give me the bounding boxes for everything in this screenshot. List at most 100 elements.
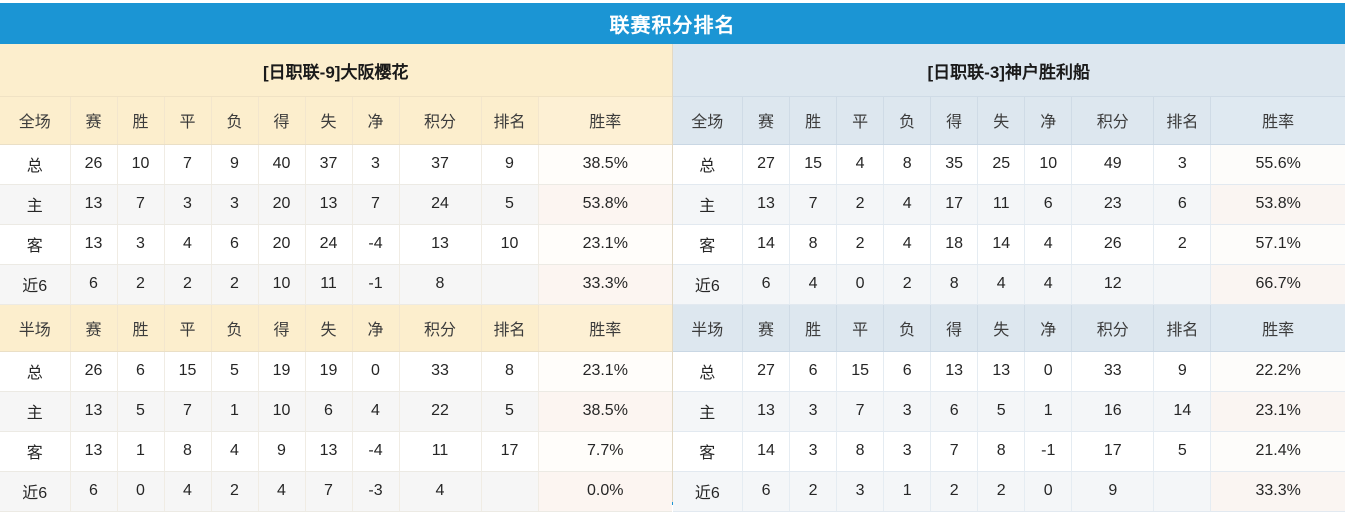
cell-goals-for: 20 [258,184,305,224]
cell-rank: 2 [1154,224,1211,264]
cell-win: 8 [790,224,837,264]
cell-win-rate: 21.4% [1211,431,1345,471]
team-panels: [日职联-9]大阪樱花 全场 赛 胜 平 负 得 失 [0,44,1345,502]
cell-points: 12 [1072,264,1154,304]
cell-rank [481,471,538,511]
cell-goals-against: 11 [978,184,1025,224]
row-label: 近6 [0,471,70,511]
cell-points: 9 [1072,471,1154,511]
cell-goals-against: 11 [305,264,352,304]
cell-win: 3 [790,431,837,471]
cell-goals-for: 19 [258,351,305,391]
col-header-goal-diff: 净 [1025,304,1072,351]
col-header-points: 积分 [1072,304,1154,351]
cell-goal-diff: -4 [352,431,399,471]
cell-loss: 2 [211,471,258,511]
cell-goal-diff: 3 [352,144,399,184]
cell-goals-for: 10 [258,391,305,431]
cell-loss: 8 [884,144,931,184]
col-header-rank: 排名 [481,304,538,351]
cell-goals-against: 13 [305,184,352,224]
cell-played: 13 [70,431,117,471]
cell-rank: 14 [1154,391,1211,431]
row-label: 总 [0,144,70,184]
cell-points: 17 [1072,431,1154,471]
cell-draw: 8 [837,431,884,471]
cell-win: 0 [117,471,164,511]
cell-loss: 3 [211,184,258,224]
cell-points: 23 [1072,184,1154,224]
cell-win-rate: 38.5% [538,144,672,184]
cell-points: 16 [1072,391,1154,431]
stats-table-right: 全场 赛 胜 平 负 得 失 净 积分 排名 胜率 总 27 [673,97,1345,512]
cell-draw: 4 [164,224,211,264]
cell-draw: 4 [164,471,211,511]
col-header-draw: 平 [837,97,884,144]
cell-goal-diff: 0 [1025,351,1072,391]
col-header-played: 赛 [70,97,117,144]
col-header-scope: 半场 [0,304,70,351]
col-header-win-rate: 胜率 [1211,304,1345,351]
section-header-halftime-right: 半场 赛 胜 平 负 得 失 净 积分 排名 胜率 [673,304,1345,351]
cell-goals-against: 13 [305,431,352,471]
cell-draw: 2 [837,184,884,224]
col-header-win: 胜 [117,304,164,351]
row-label: 客 [0,431,70,471]
row-label: 总 [673,351,743,391]
cell-win-rate: 23.1% [538,224,672,264]
col-header-scope: 全场 [673,97,743,144]
cell-goals-against: 14 [978,224,1025,264]
cell-goals-for: 9 [258,431,305,471]
cell-played: 6 [70,264,117,304]
cell-goals-for: 35 [931,144,978,184]
cell-goals-for: 17 [931,184,978,224]
cell-goal-diff: 4 [1025,264,1072,304]
section-header-fulltime-left: 全场 赛 胜 平 负 得 失 净 积分 排名 胜率 [0,97,672,144]
cell-goal-diff: 10 [1025,144,1072,184]
col-header-goals-against: 失 [978,304,1025,351]
page-title-bar: 联赛积分排名 [0,0,1345,44]
cell-draw: 2 [164,264,211,304]
cell-rank: 10 [481,224,538,264]
col-header-loss: 负 [884,304,931,351]
cell-goal-diff: -1 [352,264,399,304]
cell-played: 6 [70,471,117,511]
cell-points: 37 [399,144,481,184]
col-header-win-rate: 胜率 [538,97,672,144]
cell-goals-against: 24 [305,224,352,264]
cell-win: 2 [790,471,837,511]
col-header-points: 积分 [1072,97,1154,144]
team-panel-right: [日职联-3]神户胜利船 全场 赛 胜 平 负 得 失 净 [673,44,1345,502]
col-header-win: 胜 [790,304,837,351]
cell-goals-against: 25 [978,144,1025,184]
cell-win: 4 [790,264,837,304]
col-header-draw: 平 [837,304,884,351]
col-header-played: 赛 [743,97,790,144]
table-row: 近6 6 2 3 1 2 2 0 9 33.3% [673,471,1345,511]
cell-loss: 2 [211,264,258,304]
cell-rank: 5 [481,184,538,224]
cell-points: 8 [399,264,481,304]
cell-win: 6 [117,351,164,391]
cell-played: 13 [70,224,117,264]
cell-goal-diff: -4 [352,224,399,264]
cell-win-rate: 33.3% [538,264,672,304]
row-label: 主 [0,391,70,431]
cell-goals-against: 8 [978,431,1025,471]
table-row: 主 13 7 2 4 17 11 6 23 6 53.8% [673,184,1345,224]
cell-goals-for: 20 [258,224,305,264]
cell-goals-for: 8 [931,264,978,304]
row-label: 客 [0,224,70,264]
col-header-win: 胜 [117,97,164,144]
cell-played: 6 [743,264,790,304]
cell-goals-against: 7 [305,471,352,511]
cell-goal-diff: -1 [1025,431,1072,471]
team-panel-left: [日职联-9]大阪樱花 全场 赛 胜 平 负 得 失 [0,44,673,502]
cell-goals-against: 37 [305,144,352,184]
col-header-rank: 排名 [481,97,538,144]
cell-played: 13 [70,184,117,224]
col-header-win-rate: 胜率 [538,304,672,351]
cell-draw: 0 [837,264,884,304]
cell-win: 6 [790,351,837,391]
cell-draw: 15 [837,351,884,391]
